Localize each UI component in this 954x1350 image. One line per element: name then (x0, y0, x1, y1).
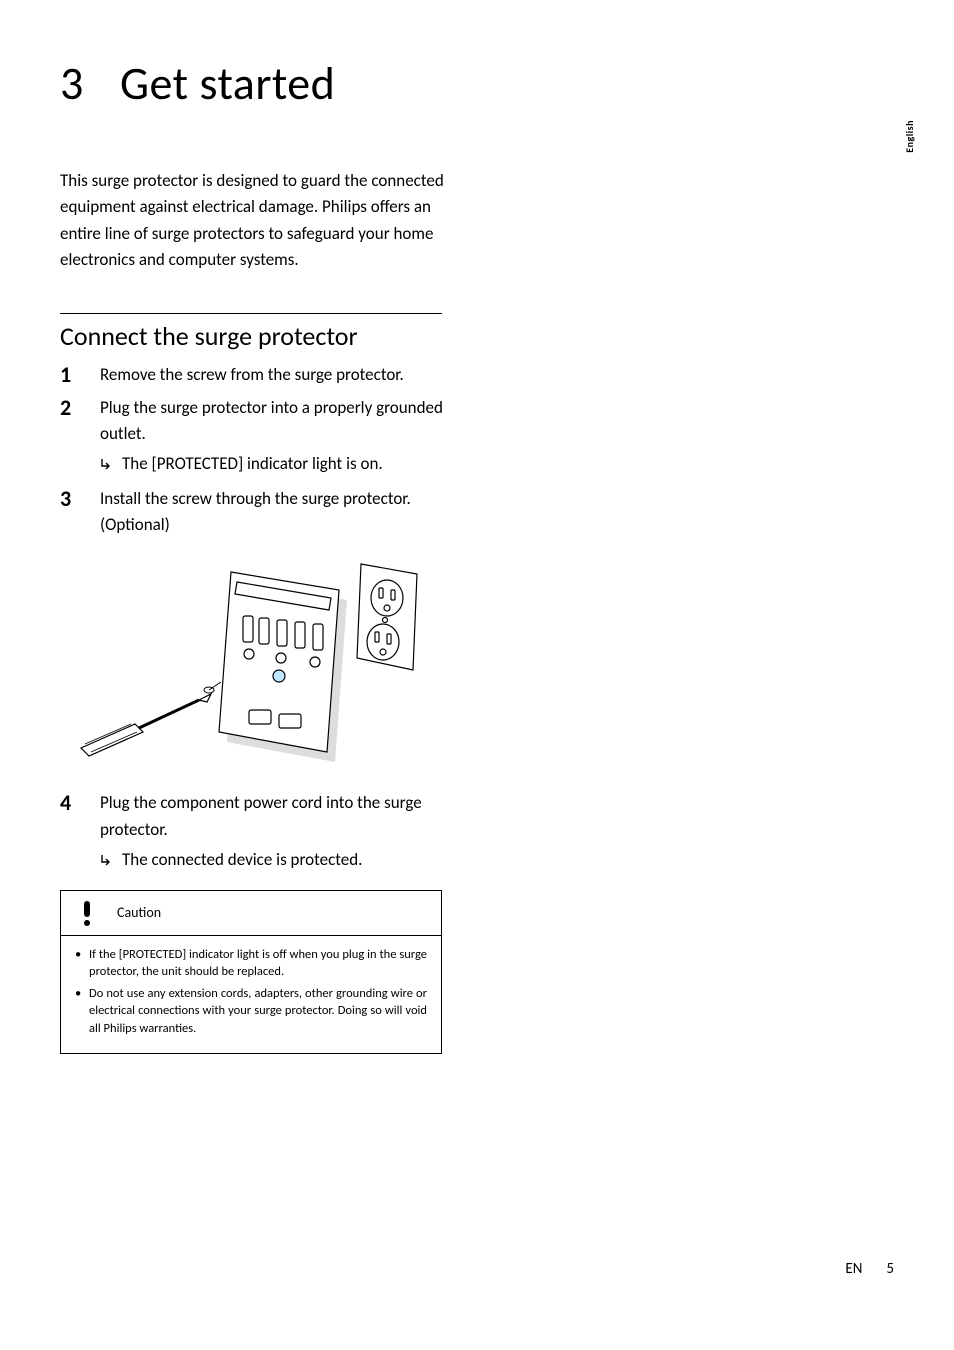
step-item: 3 Install the screw through the surge pr… (60, 486, 460, 539)
result-text: The [PROTECTED] indicator light is on. (122, 451, 460, 477)
step-body: Remove the screw from the surge protecto… (100, 362, 460, 388)
chapter-title: Get started (120, 56, 335, 112)
result-arrow-icon (100, 847, 122, 875)
caution-body: •If the [PROTECTED] indicator light is o… (61, 936, 441, 1038)
footer-language: EN (845, 1260, 862, 1278)
step-number: 2 (60, 395, 100, 421)
step-number: 1 (60, 362, 100, 388)
caution-title: Caution (117, 904, 161, 921)
step-text: Remove the screw from the surge protecto… (100, 362, 460, 388)
step-item: 1 Remove the screw from the surge protec… (60, 362, 460, 388)
step-number: 3 (60, 486, 100, 512)
step-item: 4 Plug the component power cord into the… (60, 790, 460, 875)
caution-item: •If the [PROTECTED] indicator light is o… (75, 946, 427, 981)
chapter-number: 3 (60, 56, 120, 112)
step-number: 4 (60, 790, 100, 816)
caution-text: Do not use any extension cords, adapters… (89, 985, 427, 1038)
caution-icon (73, 899, 101, 927)
step-body: Plug the component power cord into the s… (100, 790, 460, 875)
steps-list: 1 Remove the screw from the surge protec… (60, 362, 460, 538)
step-text: Plug the component power cord into the s… (100, 790, 460, 843)
section-heading: Connect the surge protector (60, 320, 460, 352)
step-result: The [PROTECTED] indicator light is on. (100, 451, 460, 479)
left-column: 3Get started This surge protector is des… (60, 56, 460, 1054)
step-result: The connected device is protected. (100, 847, 460, 875)
step-text: Plug the surge protector into a properly… (100, 395, 460, 448)
footer-page-number: 5 (886, 1260, 894, 1278)
surge-protector-illustration (71, 552, 431, 772)
side-language-label: English (903, 120, 916, 153)
caution-item: •Do not use any extension cords, adapter… (75, 985, 427, 1038)
result-text: The connected device is protected. (122, 847, 460, 873)
page-footer: EN 5 (845, 1260, 894, 1278)
result-arrow-icon (100, 451, 122, 479)
caution-box: Caution •If the [PROTECTED] indicator li… (60, 890, 442, 1055)
illustration-figure (60, 552, 442, 772)
steps-list-continued: 4 Plug the component power cord into the… (60, 790, 460, 875)
chapter-heading: 3Get started (60, 56, 460, 112)
caution-text: If the [PROTECTED] indicator light is of… (89, 946, 427, 981)
step-item: 2 Plug the surge protector into a proper… (60, 395, 460, 480)
manual-page: English 3Get started This surge protecto… (0, 0, 954, 1350)
step-text: Install the screw through the surge prot… (100, 486, 460, 539)
caution-header: Caution (61, 891, 441, 936)
step-body: Plug the surge protector into a properly… (100, 395, 460, 480)
section-rule (60, 313, 442, 314)
step-body: Install the screw through the surge prot… (100, 486, 460, 539)
intro-paragraph: This surge protector is designed to guar… (60, 168, 460, 273)
